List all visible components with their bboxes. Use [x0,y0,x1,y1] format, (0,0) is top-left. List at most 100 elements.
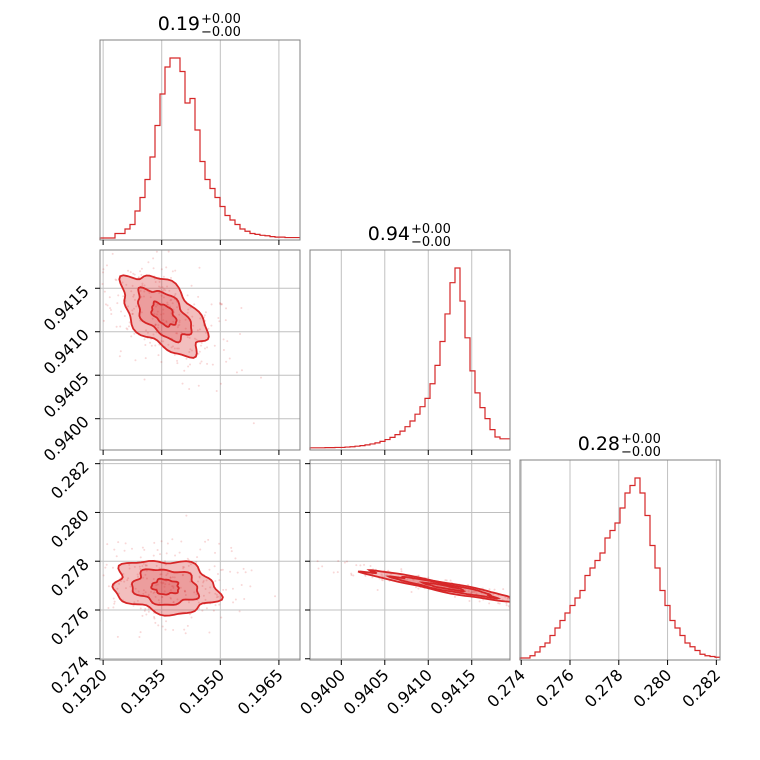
sample-point [107,607,110,610]
sample-point [91,316,93,318]
sample-point [114,278,117,281]
sample-point [222,588,225,591]
sample-point [88,286,90,288]
sample-point [187,601,190,604]
sample-point [190,349,193,352]
sample-point [111,252,114,255]
sample-point [350,572,353,575]
sample-point [118,582,121,585]
sample-point [131,312,134,315]
sample-point [414,586,417,589]
sample-point [148,291,151,294]
sample-point [162,312,165,315]
sample-point [195,560,198,563]
xtick-label-p2-3: 0.280 [630,665,676,711]
sample-point [220,569,223,572]
sample-point [183,369,186,372]
sample-point [127,305,130,308]
panel-frame-2-2 [519,459,721,661]
sample-point [387,569,390,572]
sample-point [85,238,87,240]
sample-point [230,550,233,553]
panel-frame-2-0 [99,459,301,661]
sample-point [176,359,179,362]
sample-point [160,573,163,576]
sample-point [202,581,205,584]
ytick-label-p2-3: 0.280 [47,506,93,552]
sample-point [213,565,216,568]
sample-point [199,362,202,365]
sample-point [216,573,219,576]
sample-point [128,321,131,324]
sample-point [171,302,174,305]
sample-point [106,543,109,546]
sample-point [94,238,96,240]
sample-point [206,346,209,349]
sample-point [502,588,505,591]
sample-point [137,276,140,279]
sample-point [149,341,152,344]
sample-point [191,315,194,318]
sample-point [224,319,227,322]
sample-point [197,601,200,604]
contour-group-0 [118,274,210,359]
sample-point [186,336,189,339]
sample-point [176,332,179,335]
sample-point [559,605,561,607]
sample-point [184,590,187,593]
sample-point [515,597,517,599]
sample-point [514,596,516,598]
sample-point [160,581,163,584]
sample-point [115,325,118,328]
sample-point [134,587,137,590]
sample-point [157,599,160,602]
sample-point [134,298,137,301]
sample-point [184,318,187,321]
sample-point [141,546,144,549]
sample-point [214,580,217,583]
sample-point [218,320,221,323]
sample-point [143,609,146,612]
sample-point [137,590,140,593]
sample-point [173,576,176,579]
sample-point [189,363,192,366]
histogram-param-0 [99,57,300,240]
sample-point [208,568,211,571]
sample-point [125,283,128,286]
sample-point [159,573,162,576]
sample-point [240,307,243,310]
sample-point [558,609,560,611]
sample-point [148,233,150,235]
sample-point [127,269,130,272]
title-param-2-lower: −0.00 [621,445,661,460]
sample-point [207,327,210,330]
sample-point [139,556,142,559]
sample-point [43,212,45,214]
sample-point [468,600,471,603]
sample-point [515,598,517,600]
sample-point [109,309,112,312]
sample-point [154,305,157,308]
contours-layer [111,274,510,617]
title-param-1: 0.94 [368,223,410,245]
sample-point [156,310,159,313]
sample-point [136,599,139,602]
sample-point [183,628,186,631]
sample-point [198,328,201,331]
sample-point [193,337,196,340]
sample-point [183,589,186,592]
sample-point [143,548,146,551]
sample-point [235,371,238,374]
sample-point [238,610,241,613]
sample-point [171,576,174,579]
sample-point [364,574,367,577]
sample-point [165,321,168,324]
sample-point [129,271,132,274]
sample-point [186,624,189,627]
sample-point [187,564,190,567]
sample-point [132,293,135,296]
sample-point [113,602,116,605]
sample-point [537,608,539,610]
sample-point [505,604,508,607]
sample-point [136,573,139,576]
